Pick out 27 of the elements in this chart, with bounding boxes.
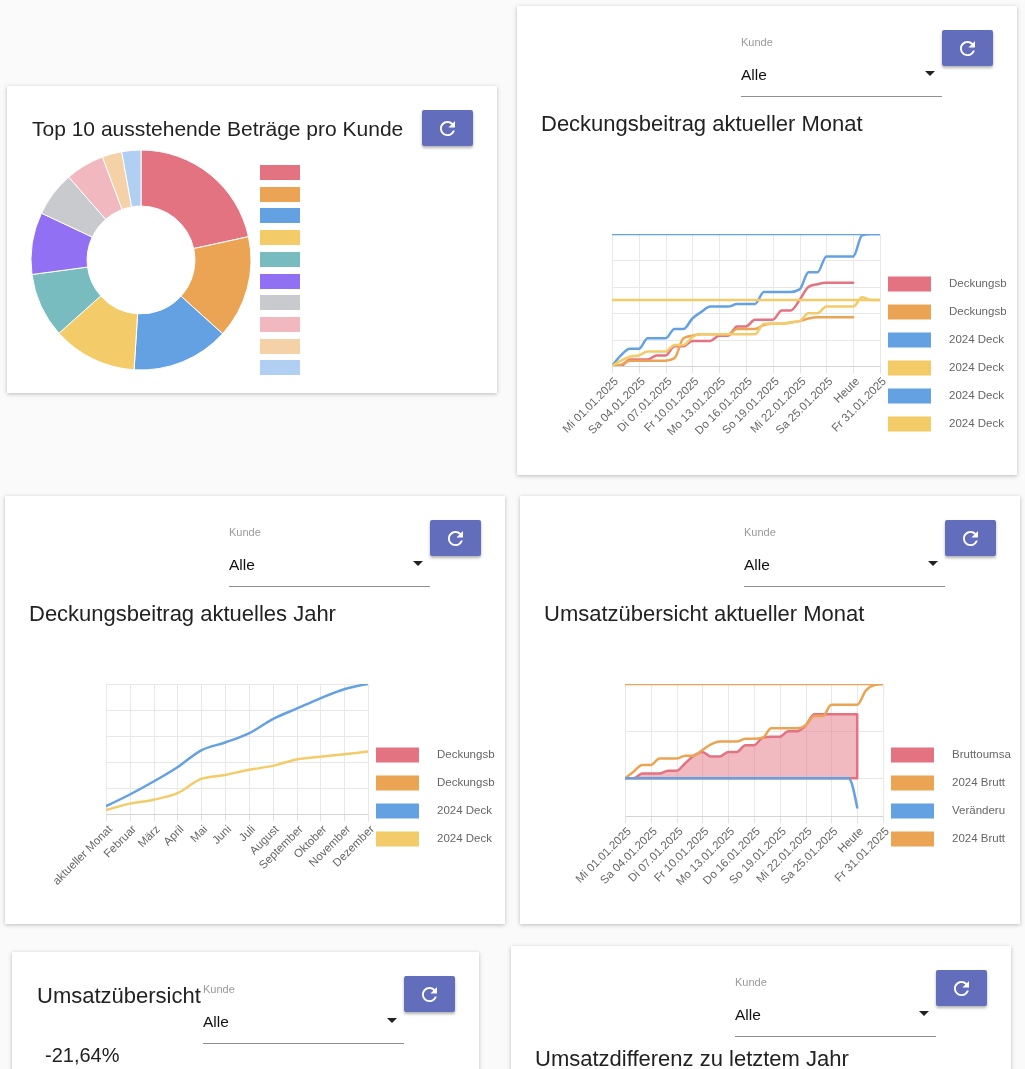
legend-label: 2024 Deck <box>949 389 1005 401</box>
x-tick-label: Mai <box>187 822 210 845</box>
text: Umsatzdifferenz zu letztem Jahr <box>535 1045 849 1069</box>
chart-title: Deckungsbeitrag aktueller Monat <box>541 110 863 137</box>
dropdown: Kunde Alle <box>203 983 404 1044</box>
chart-title: Top 10 ausstehende Beträge pro Kunde <box>32 115 404 141</box>
dropdown: Kunde Alle <box>735 976 936 1037</box>
legend-label: 2024 Deck <box>437 804 493 816</box>
dropdown: Kunde Alle <box>741 36 942 97</box>
legend-label: 2024 Brutt <box>952 776 1006 788</box>
legend-label: Deckungsb <box>949 277 1007 289</box>
legend-label: Bruttoumsa <box>952 748 1012 760</box>
legend-label: 2024 Deck <box>949 417 1005 429</box>
dropdown: Kunde Alle <box>744 526 945 587</box>
chart-title: Deckungsbeitrag aktuelles Jahr <box>29 600 336 627</box>
legend-label: Deckungsb <box>437 748 495 760</box>
chart-title: Umsatzübersicht aktueller Monat <box>544 600 865 627</box>
legend-label: 2024 Brutt <box>952 832 1006 844</box>
legend-label: Deckungsb <box>437 776 495 788</box>
legend-label: 2024 Deck <box>949 361 1005 373</box>
text: Umsatzübersicht <box>37 982 201 1009</box>
text: -21,64% <box>45 1044 120 1066</box>
dropdown: Kunde Alle <box>229 526 430 587</box>
legend-label: Deckungsb <box>949 305 1007 317</box>
legend-label: 2024 Deck <box>437 832 493 844</box>
legend-label: Veränderu <box>952 804 1006 816</box>
legend-label: 2024 Deck <box>949 333 1005 345</box>
